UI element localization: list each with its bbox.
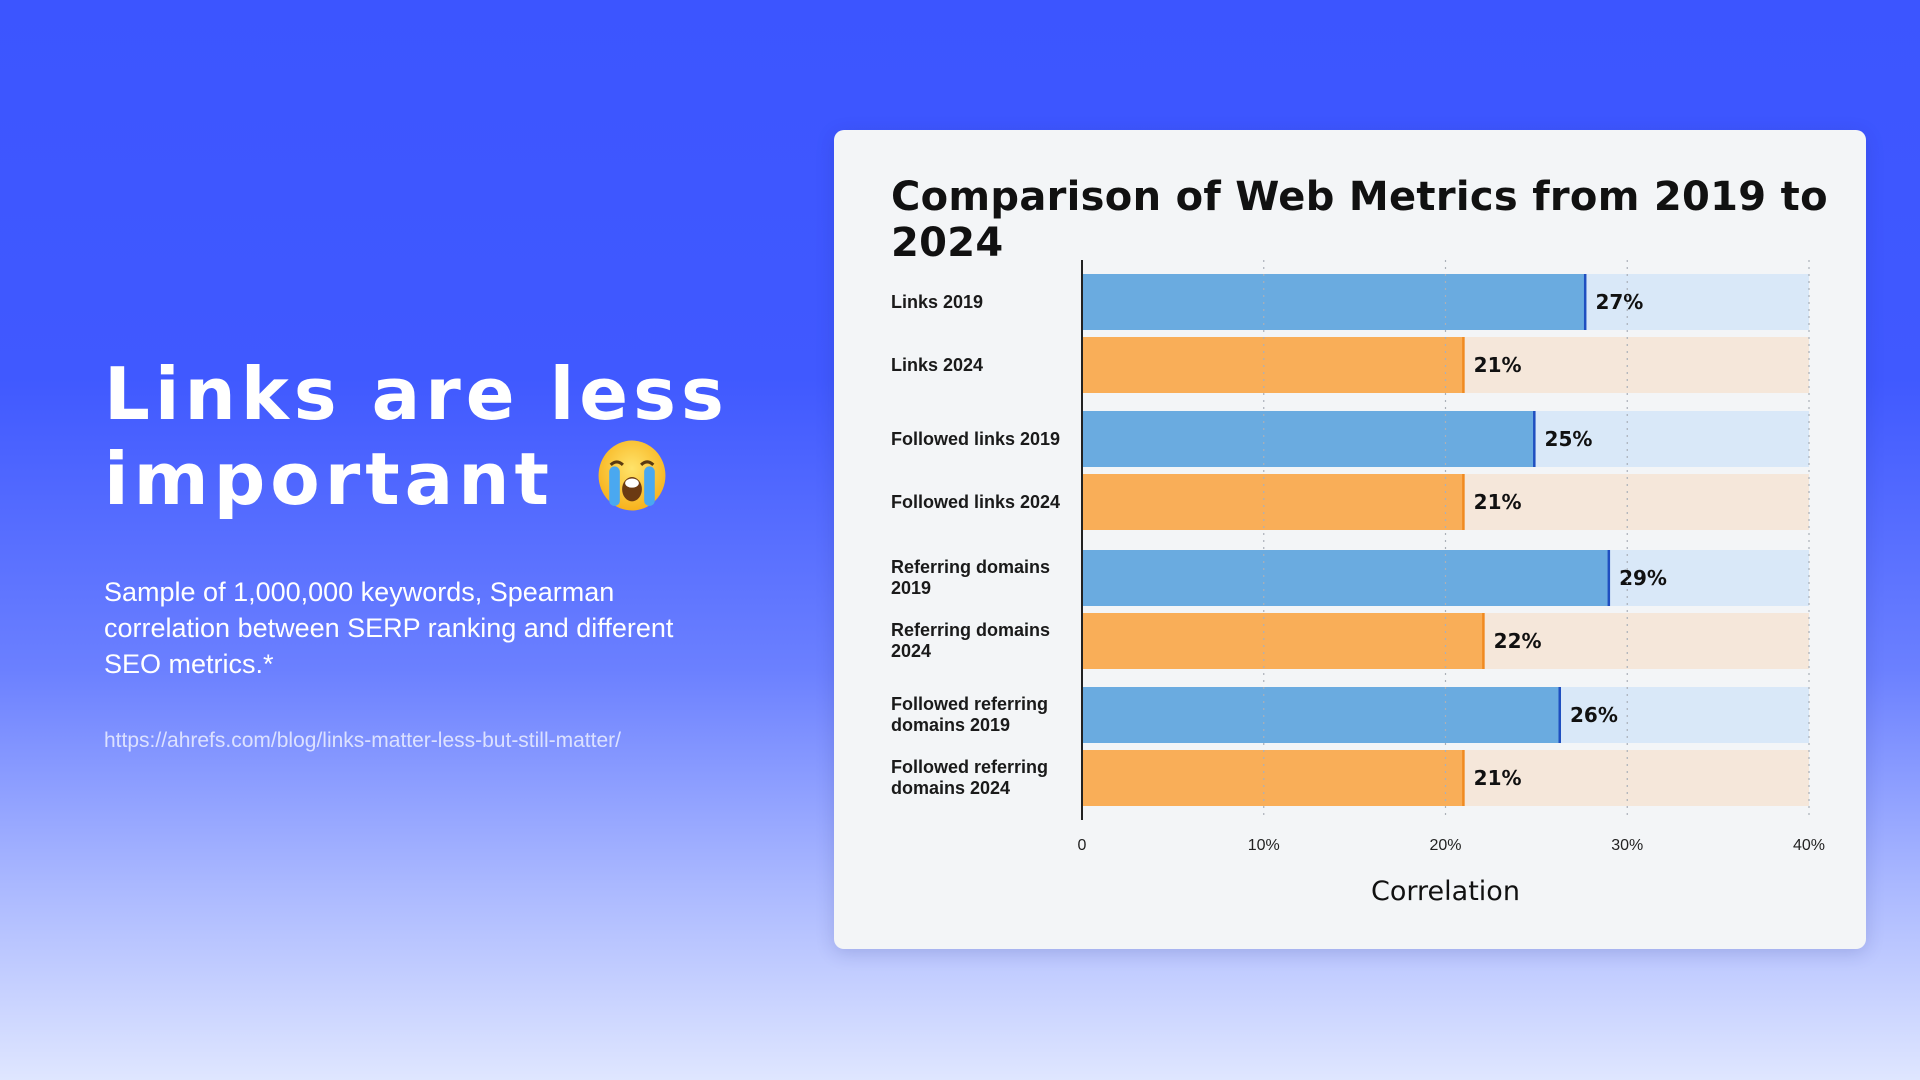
bar-end-marker — [1533, 411, 1536, 467]
category-label: Followed referring — [891, 694, 1048, 714]
data-label: 21% — [1474, 766, 1522, 790]
bar-end-marker — [1482, 613, 1485, 669]
bar-end-marker — [1583, 274, 1587, 330]
bar — [1082, 274, 1586, 330]
x-axis-label: Correlation — [1371, 876, 1520, 907]
x-tick-label: 20% — [1429, 837, 1461, 854]
bar — [1082, 687, 1561, 743]
bar — [1082, 750, 1464, 806]
bar-end-marker — [1558, 687, 1562, 743]
data-label: 27% — [1595, 290, 1643, 314]
bar-end-marker — [1607, 550, 1611, 606]
category-label: Links 2024 — [891, 355, 983, 375]
chart-title: Comparison of Web Metrics from 2019 to 2… — [891, 174, 1828, 266]
bar — [1082, 337, 1464, 393]
category-label: Followed links 2024 — [891, 492, 1060, 512]
x-tick-label: 0 — [1078, 837, 1087, 854]
data-label: 29% — [1619, 566, 1667, 590]
category-label: Links 2019 — [891, 292, 983, 312]
headline-line-2: important — [104, 437, 554, 521]
x-tick-label: 40% — [1793, 837, 1825, 854]
data-label: 21% — [1474, 353, 1522, 377]
data-label: 22% — [1494, 629, 1542, 653]
bar-end-marker — [1462, 337, 1465, 393]
bar — [1082, 474, 1464, 530]
category-label: Followed links 2019 — [891, 429, 1060, 449]
bar-end-marker — [1462, 474, 1465, 530]
headline: Links are less important — [104, 352, 729, 521]
chart-card: Comparison of Web Metrics from 2019 to 2… — [834, 130, 1866, 949]
category-label: Referring domains — [891, 557, 1050, 577]
x-tick-label: 10% — [1248, 837, 1280, 854]
subtitle: Sample of 1,000,000 keywords, Spearman c… — [104, 577, 674, 679]
bar-chart: 27% Links 2019 21% Links 2024 25% Followed li… — [891, 260, 1825, 907]
bar-end-marker — [1462, 750, 1465, 806]
category-label: 2024 — [891, 641, 931, 661]
category-label: domains 2019 — [891, 715, 1010, 735]
bar — [1082, 550, 1610, 606]
category-label: domains 2024 — [891, 778, 1010, 798]
x-tick-label: 30% — [1611, 837, 1643, 854]
source-link[interactable]: https://ahrefs.com/blog/links-matter-les… — [104, 729, 621, 752]
loudly-crying-face-icon — [598, 440, 666, 511]
category-label: Referring domains — [891, 620, 1050, 640]
headline-line-1: Links are less — [104, 352, 729, 436]
data-label: 21% — [1474, 490, 1522, 514]
bar — [1082, 411, 1535, 467]
bar — [1082, 613, 1484, 669]
category-label: 2019 — [891, 578, 931, 598]
data-label: 25% — [1545, 427, 1593, 451]
data-label: 26% — [1570, 703, 1618, 727]
category-label: Followed referring — [891, 757, 1048, 777]
